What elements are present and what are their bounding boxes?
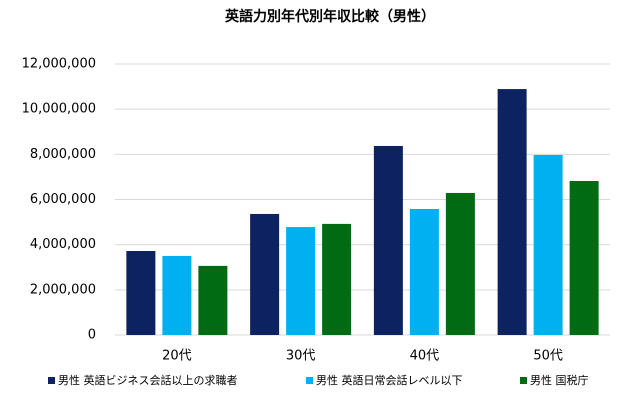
bar xyxy=(409,208,439,335)
legend-label: 男性 英語日常会話レベル以下 xyxy=(316,373,463,387)
bar xyxy=(497,89,527,335)
y-tick-label: 4,000,000 xyxy=(30,237,96,252)
x-tick-label: 40代 xyxy=(410,349,440,364)
y-tick-label: 6,000,000 xyxy=(30,192,96,207)
x-tick-label: 50代 xyxy=(533,349,563,364)
bar xyxy=(569,180,599,335)
y-tick-label: 8,000,000 xyxy=(30,147,96,162)
legend-label: 男性 国税庁 xyxy=(530,373,589,387)
legend-swatch xyxy=(48,377,55,384)
bar xyxy=(373,145,403,335)
bar xyxy=(126,250,156,335)
bar xyxy=(445,192,475,335)
bar xyxy=(198,265,228,335)
legend-swatch xyxy=(306,377,313,384)
x-tick-label: 30代 xyxy=(286,349,316,364)
bar xyxy=(286,227,316,335)
y-tick-label: 12,000,000 xyxy=(22,57,96,72)
bar xyxy=(322,223,352,335)
y-tick-label: 0 xyxy=(88,328,96,343)
x-tick-label: 20代 xyxy=(162,349,192,364)
y-tick-label: 2,000,000 xyxy=(30,282,96,297)
legend-swatch xyxy=(520,377,527,384)
bar xyxy=(533,155,563,335)
chart-title: 英語力別年代別年収比較（男性） xyxy=(224,8,435,25)
legend-label: 男性 英語ビジネス会話以上の求職者 xyxy=(58,373,238,387)
bar xyxy=(250,213,280,335)
bar xyxy=(162,255,192,335)
y-tick-label: 10,000,000 xyxy=(22,102,96,117)
